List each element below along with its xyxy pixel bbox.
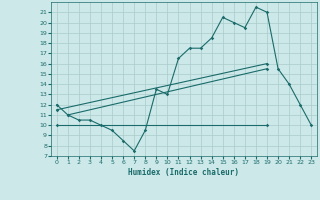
X-axis label: Humidex (Indice chaleur): Humidex (Indice chaleur) <box>129 168 239 177</box>
